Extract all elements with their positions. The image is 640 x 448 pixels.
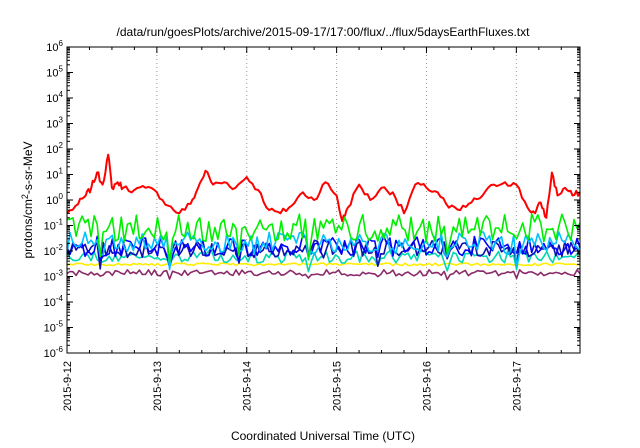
y-tick-label: 10-5: [44, 320, 64, 335]
y-tick-label: 103: [46, 116, 63, 131]
y-tick-base: 10: [46, 144, 58, 156]
y-tick-base: 10: [44, 348, 56, 360]
y-tick-base: 10: [44, 221, 56, 233]
y-tick-base: 10: [44, 297, 56, 309]
y-axis-label-sup: 2: [20, 194, 30, 199]
y-tick-exponent: 4: [59, 90, 64, 99]
x-tick-label: 2015-9-16: [421, 361, 433, 411]
y-tick-exponent: -2: [56, 243, 64, 252]
series-line: [66, 239, 581, 270]
y-tick-exponent: -1: [56, 218, 64, 227]
y-tick-label: 10-1: [44, 218, 64, 233]
plot-frame: [66, 46, 581, 354]
y-tick-base: 10: [44, 323, 56, 335]
y-tick-base: 10: [46, 68, 58, 80]
y-tick-base: 10: [44, 246, 56, 258]
y-tick-label: 10-2: [44, 243, 64, 258]
y-axis-label-suffix: -s-sr-MeV: [21, 141, 35, 194]
x-tick-label: 2015-9-15: [332, 361, 344, 411]
y-tick-exponent: 0: [59, 192, 64, 201]
y-axis-label-prefix: protons/cm: [21, 199, 35, 258]
y-tick-exponent: 3: [59, 116, 64, 125]
y-tick-base: 10: [46, 42, 58, 54]
x-tick-label: 2015-9-17: [511, 361, 523, 411]
y-tick-exponent: -6: [56, 345, 64, 354]
chart-title: /data/run/goesPlots/archive/2015-09-17/1…: [117, 25, 531, 39]
series-line-red: [66, 153, 581, 222]
x-tick-label: 2015-9-12: [62, 361, 74, 411]
series-line: [66, 262, 581, 267]
series-line: [66, 269, 581, 281]
y-tick-exponent: 1: [59, 167, 64, 176]
series-group: [66, 153, 581, 281]
series-line: [66, 249, 581, 273]
y-tick-exponent: 5: [59, 65, 64, 74]
ticks: [66, 46, 580, 354]
y-tick-label: 100: [46, 192, 63, 207]
y-tick-base: 10: [46, 93, 58, 105]
y-tick-exponent: 2: [59, 141, 64, 150]
x-tick-labels: 2015-9-12 2015-9-13 2015-9-14 2015-9-15 2015…: [62, 361, 523, 411]
series-line: [66, 231, 581, 271]
y-axis-label: protons/cm2-s-sr-MeV: [20, 141, 35, 258]
series-line: [66, 213, 581, 263]
y-tick-base: 10: [46, 119, 58, 131]
y-tick-exponent: 6: [59, 39, 64, 48]
x-tick-label: 2015-9-14: [242, 361, 254, 411]
x-axis-label: Coordinated Universal Time (UTC): [231, 429, 415, 443]
y-tick-label: 102: [46, 141, 63, 156]
y-tick-label: 104: [46, 90, 63, 105]
y-tick-label: 101: [46, 167, 63, 182]
y-tick-label: 106: [46, 39, 63, 54]
y-tick-exponent: -4: [56, 294, 64, 303]
y-tick-label: 105: [46, 65, 63, 80]
y-tick-base: 10: [46, 195, 58, 207]
x-tick-label: 2015-9-13: [152, 361, 164, 411]
y-tick-labels: 10-610-510-410-310-210-11001011021031041…: [44, 39, 64, 360]
y-tick-label: 10-6: [44, 345, 64, 360]
y-tick-base: 10: [46, 170, 58, 182]
y-tick-base: 10: [44, 272, 56, 284]
y-tick-exponent: -5: [56, 320, 64, 329]
y-tick-label: 10-4: [44, 294, 64, 309]
y-tick-exponent: -3: [56, 269, 64, 278]
y-tick-label: 10-3: [44, 269, 64, 284]
